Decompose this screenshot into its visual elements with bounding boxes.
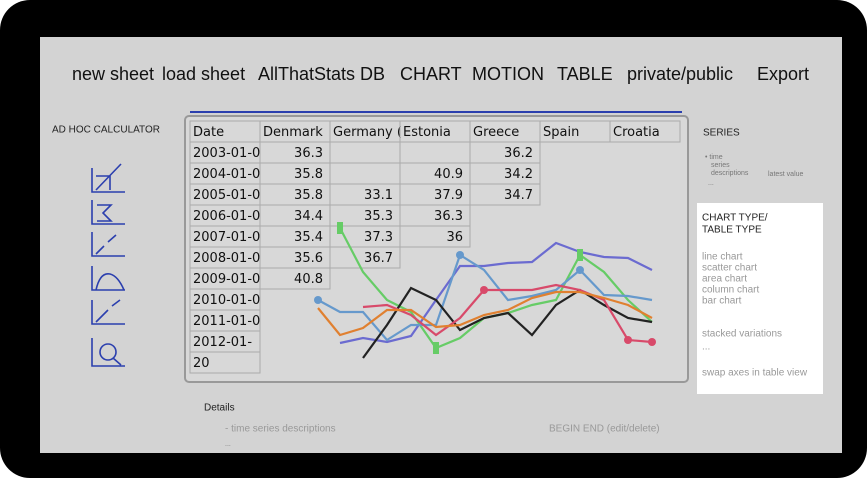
- value-cell: 34.7: [504, 188, 533, 203]
- menu-item[interactable]: MOTION: [472, 64, 544, 84]
- stacked-option[interactable]: stacked variations: [702, 329, 782, 340]
- column-header[interactable]: Croatia: [613, 125, 660, 140]
- column-header[interactable]: Spain: [543, 125, 579, 140]
- column-header[interactable]: Denmark: [263, 125, 323, 140]
- date-cell: 2008-01-0: [193, 251, 260, 266]
- date-cell: 2006-01-0: [193, 209, 260, 224]
- series-latest: latest value: [768, 171, 804, 178]
- chart-type-panel: [697, 203, 823, 394]
- swap-option[interactable]: swap axes in table view: [702, 368, 808, 379]
- line: [339, 241, 653, 345]
- icon: [91, 338, 125, 367]
- value-cell: 40.9: [434, 167, 463, 182]
- cell: [399, 225, 471, 248]
- series-note: descriptions: [711, 170, 749, 177]
- date-cell: 2004-01-0: [193, 167, 260, 182]
- value-cell: 34.2: [504, 167, 533, 182]
- chart-type-option[interactable]: bar chart: [702, 296, 742, 307]
- menu-item[interactable]: load sheet: [162, 64, 245, 84]
- value-cell: 40.8: [294, 272, 323, 287]
- column-header[interactable]: Greece: [473, 125, 519, 140]
- date-cell: 2003-01-0: [193, 146, 260, 161]
- value-cell: 35.8: [294, 167, 323, 182]
- cell: [259, 267, 331, 290]
- panel-title: TABLE TYPE: [702, 225, 762, 236]
- header-cell: [609, 120, 681, 143]
- icon: [91, 163, 125, 193]
- table-frame: [184, 115, 689, 383]
- menu-item[interactable]: private/public: [627, 64, 733, 84]
- value-cell: 36.7: [364, 251, 393, 266]
- details-item: - time series descriptions: [225, 424, 336, 435]
- menu-item[interactable]: Export: [757, 64, 809, 84]
- details-more: ...: [225, 441, 231, 448]
- panel-title: CHART TYPE/: [702, 213, 768, 224]
- value-cell: 34.4: [294, 209, 323, 224]
- chart-overlay: [314, 222, 656, 359]
- table: Date Denmark Germany (Estonia Greece Spain Cr…: [189, 120, 681, 374]
- icon: [91, 266, 125, 291]
- menu-item[interactable]: CHART: [400, 64, 462, 84]
- line: [362, 283, 653, 344]
- value-cell: 36.2: [504, 146, 533, 161]
- icon: [91, 232, 125, 257]
- series-title: SERIES: [703, 128, 740, 139]
- date-cell: 2011-01-0: [193, 314, 260, 329]
- value-cell: 35.4: [294, 230, 323, 245]
- cell: [189, 351, 261, 374]
- series-more: ...: [708, 180, 714, 187]
- chart-type-option[interactable]: area chart: [702, 274, 747, 285]
- chart-type-option[interactable]: line chart: [702, 252, 743, 263]
- column-header[interactable]: Germany (: [333, 125, 402, 140]
- date-cell: 2007-01-0: [193, 230, 260, 245]
- menu-item[interactable]: TABLE: [557, 64, 613, 84]
- menu-item[interactable]: AllThatStats DB: [258, 64, 385, 84]
- column-header[interactable]: Estonia: [403, 125, 451, 140]
- icon: [91, 299, 125, 325]
- cell: [329, 246, 401, 269]
- details-actions[interactable]: BEGIN END (edit/delete): [549, 424, 660, 435]
- value-cell: 35.8: [294, 188, 323, 203]
- calculator-icons: [91, 163, 125, 367]
- line: [362, 286, 653, 359]
- value-cell: 35.6: [294, 251, 323, 266]
- value-cell: 36: [446, 230, 463, 245]
- icon: [91, 200, 125, 225]
- series-note: series: [711, 162, 730, 169]
- menu-item[interactable]: new sheet: [72, 64, 154, 84]
- calculator-title: AD HOC CALCULATOR: [52, 125, 160, 136]
- panel-more: ...: [702, 342, 710, 353]
- date-cell: 2009-01-0: [193, 272, 260, 287]
- value-cell: 36.3: [294, 146, 323, 161]
- date-cell: 2012-01-: [193, 335, 252, 350]
- value-cell: 37.9: [434, 188, 463, 203]
- chart-type-option[interactable]: scatter chart: [702, 263, 757, 274]
- details-title: Details: [204, 403, 235, 414]
- value-cell: 33.1: [364, 188, 393, 203]
- series-note: • time: [705, 154, 723, 161]
- date-cell: 20: [193, 356, 210, 371]
- date-cell: 2010-01-0: [193, 293, 260, 308]
- column-header[interactable]: Date: [193, 125, 224, 140]
- value-cell: 37.3: [364, 230, 393, 245]
- line: [317, 290, 653, 337]
- value-cell: 35.3: [364, 209, 393, 224]
- chart-type-option[interactable]: column chart: [702, 285, 759, 296]
- cell: [469, 183, 541, 206]
- date-cell: 2005-01-0: [193, 188, 260, 203]
- value-cell: 36.3: [434, 209, 463, 224]
